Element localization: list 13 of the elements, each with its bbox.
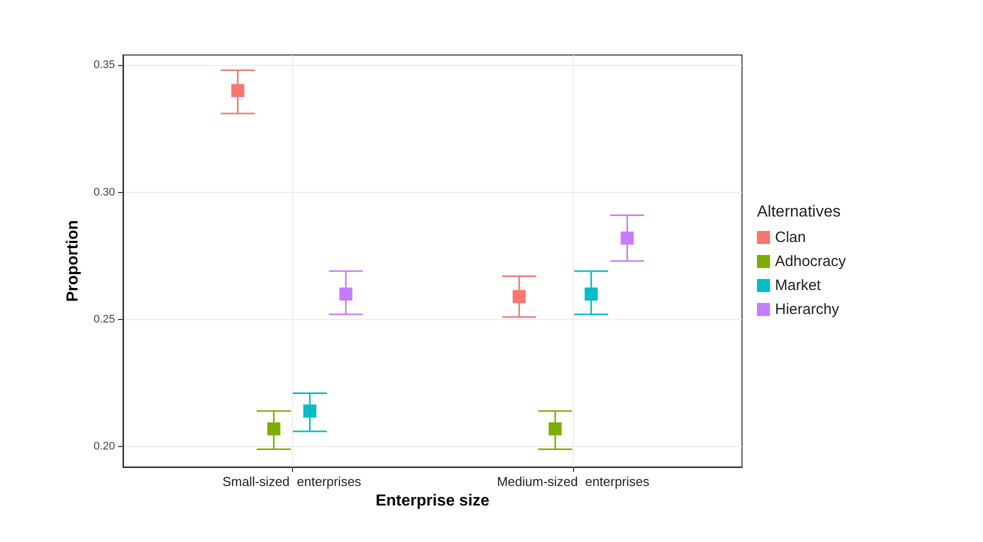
x-tick-label: Small-sized enterprises [222,474,362,489]
legend-label: Adhocracy [775,253,846,270]
legend-title: Alternatives [757,204,841,220]
x-axis-title: Enterprise size [376,492,490,510]
legend-label: Clan [775,229,806,246]
x-tick-label: Medium-sized enterprises [496,474,650,489]
y-tick-label: 0.25 [94,313,115,326]
y-tick-label: 0.30 [94,186,115,198]
legend-label: Hierarchy [775,301,840,318]
y-tick-label: 0.35 [94,59,115,72]
y-axis-title: Proportion [64,220,82,302]
y-tick-label: 0.20 [94,440,115,453]
legend-label: Market [775,277,822,294]
